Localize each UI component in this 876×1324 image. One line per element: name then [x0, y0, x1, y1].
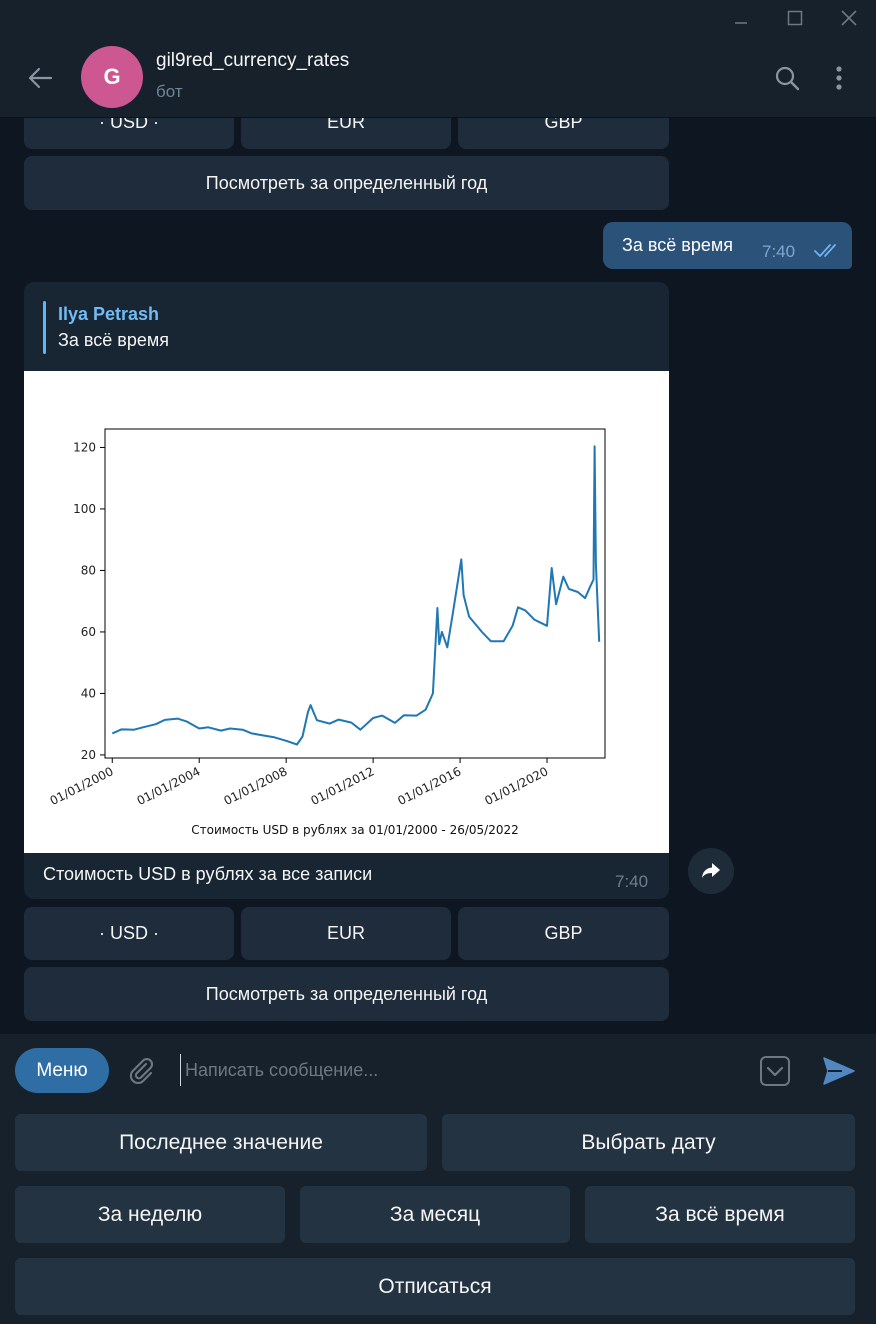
y-tick-label: 20 — [81, 748, 96, 762]
keyboard-button-all-time[interactable]: За всё время — [585, 1186, 855, 1243]
inline-button-gbp[interactable]: GBP — [458, 907, 669, 960]
photo-caption: Стоимость USD в рублях за все записи — [43, 864, 373, 884]
x-tick-label: 01/01/2012 — [308, 764, 376, 808]
message-input[interactable] — [180, 1054, 740, 1086]
x-tick-label: 01/01/2008 — [222, 764, 290, 808]
back-arrow-icon[interactable] — [20, 58, 60, 98]
x-tick-label: 01/01/2000 — [48, 764, 116, 808]
inline-button-usd[interactable]: · USD · — [24, 907, 234, 960]
x-tick-label: 01/01/2004 — [135, 764, 203, 808]
keyboard-button-month[interactable]: За месяц — [300, 1186, 570, 1243]
inline-button-gbp[interactable]: GBP — [458, 118, 669, 149]
window-titlebar — [0, 0, 876, 36]
message-time: 7:40 — [762, 242, 796, 261]
inline-button-usd[interactable]: · USD · — [24, 118, 234, 149]
avatar[interactable]: G — [81, 46, 143, 108]
chat-title[interactable]: gil9red_currency_rates — [156, 50, 350, 71]
outgoing-message[interactable]: За всё время 7:40 — [603, 222, 852, 269]
chat-header: G gil9red_currency_rates бот — [0, 36, 876, 118]
keyboard-button-pick-date[interactable]: Выбрать дату — [442, 1114, 855, 1171]
message-list[interactable]: · USD · EUR GBP Посмотреть за определенн… — [0, 118, 876, 1034]
y-tick-label: 40 — [81, 686, 96, 700]
keyboard-button-week[interactable]: За неделю — [15, 1186, 285, 1243]
paperclip-icon[interactable] — [123, 1052, 161, 1090]
forward-icon[interactable] — [688, 848, 734, 894]
usd-rate-chart: 20 40 60 80 100 120 01/01/2000 01/01/2004 01/01/… — [48, 428, 606, 837]
usd-rate-series-line — [111, 445, 601, 746]
x-tick-label: 01/01/2016 — [395, 764, 463, 808]
message-text: За всё время — [622, 235, 733, 255]
x-axis-label: Стоимость USD в рублях за 01/01/2000 - 2… — [191, 823, 518, 837]
close-icon[interactable] — [825, 0, 873, 36]
chat-status: бот — [156, 82, 183, 101]
more-menu-icon[interactable] — [819, 58, 859, 98]
minimize-icon[interactable] — [717, 0, 765, 36]
incoming-photo-message[interactable]: Ilya Petrash За всё время 20 40 60 80 100 120… — [24, 282, 669, 899]
inline-button-eur[interactable]: EUR — [241, 907, 451, 960]
inline-button-select-year[interactable]: Посмотреть за определенный год — [24, 967, 669, 1021]
keyboard-toggle-icon[interactable] — [756, 1052, 794, 1090]
reply-author[interactable]: Ilya Petrash — [58, 304, 160, 324]
reply-keyboard: Последнее значение Выбрать дату За недел… — [0, 1106, 876, 1324]
send-icon[interactable] — [818, 1050, 860, 1092]
double-check-icon — [813, 242, 841, 263]
keyboard-button-last-value[interactable]: Последнее значение — [15, 1114, 427, 1171]
x-tick-label: 01/01/2020 — [482, 764, 550, 808]
inline-button-select-year[interactable]: Посмотреть за определенный год — [24, 156, 669, 210]
search-icon[interactable] — [767, 58, 807, 98]
y-tick-label: 60 — [81, 625, 96, 639]
y-tick-label: 100 — [73, 502, 96, 516]
keyboard-button-unsubscribe[interactable]: Отписаться — [15, 1258, 855, 1315]
y-tick-label: 80 — [81, 563, 96, 577]
reply-text[interactable]: За всё время — [58, 330, 169, 350]
bot-menu-button[interactable]: Меню — [15, 1048, 109, 1093]
chart-image[interactable]: 20 40 60 80 100 120 01/01/2000 01/01/2004 01/01/… — [24, 371, 669, 853]
y-tick-label: 120 — [73, 440, 96, 454]
message-composer: Меню — [0, 1034, 876, 1106]
plot-frame — [104, 428, 606, 759]
avatar-letter: G — [103, 64, 121, 89]
message-time: 7:40 — [615, 872, 649, 891]
reply-bar — [43, 301, 46, 354]
inline-button-eur[interactable]: EUR — [241, 118, 451, 149]
maximize-icon[interactable] — [771, 0, 819, 36]
